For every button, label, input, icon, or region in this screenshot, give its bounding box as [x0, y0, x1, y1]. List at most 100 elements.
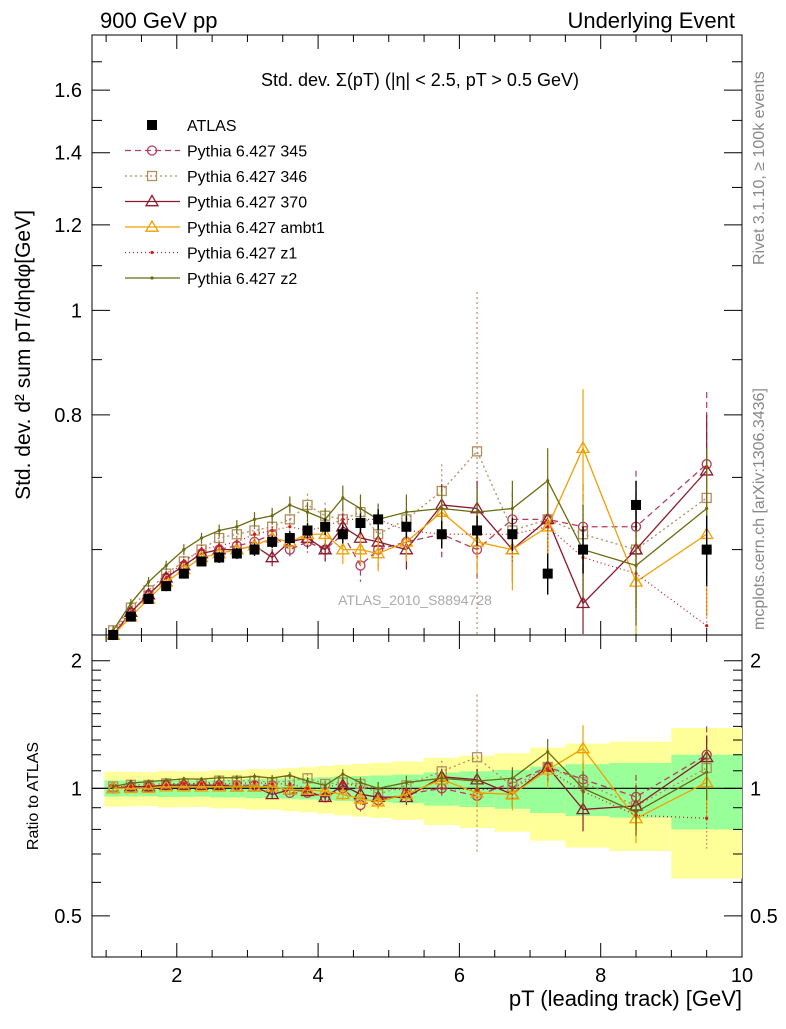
series-4-ratio-point	[252, 780, 257, 784]
legend-label: Pythia 6.427 370	[187, 195, 307, 212]
data-point	[267, 536, 278, 547]
data-point	[161, 581, 172, 592]
data-point	[472, 525, 483, 536]
data-point	[178, 568, 189, 579]
series-5-ratio-point	[129, 781, 133, 785]
series-5-point	[705, 506, 709, 511]
series-4-ratio-point	[440, 786, 444, 790]
x-tick-label: 6	[454, 965, 465, 987]
legend-marker	[144, 219, 160, 232]
series-5-point	[199, 536, 204, 540]
series-4-ratio-point	[146, 785, 151, 789]
data-point	[196, 556, 207, 567]
header-left: 900 GeV pp	[100, 8, 217, 33]
data-point	[249, 544, 260, 555]
series-5-ratio-point	[323, 783, 327, 788]
series-2-point	[265, 550, 280, 563]
series-5-ratio-line	[113, 750, 707, 813]
series-5-ratio-point	[634, 810, 638, 814]
series-1-ratio-point	[471, 752, 483, 763]
series-5-point	[288, 503, 292, 507]
series-5-ratio-point	[376, 786, 380, 790]
series-3-point	[469, 534, 485, 547]
data-point	[337, 529, 348, 540]
series-4-ratio-point	[235, 782, 239, 786]
data-point	[355, 518, 366, 529]
legend-marker	[146, 145, 158, 156]
series-5-ratio-point	[341, 772, 345, 776]
data-point	[436, 529, 447, 540]
y-tick-label: 1	[71, 300, 82, 322]
series-5-point	[510, 506, 514, 511]
series-4-point	[164, 576, 168, 580]
data-point	[373, 514, 384, 525]
data-point	[302, 525, 313, 536]
legend-label: Pythia 6.427 346	[187, 169, 307, 186]
series-5-ratio-point	[510, 776, 514, 780]
ratio-tick-label-left: 2	[71, 651, 82, 673]
series-3-ratio-point	[265, 779, 280, 792]
x-tick-label: 4	[313, 965, 324, 987]
series-ratio	[106, 694, 714, 853]
legend-label: Pythia 6.427 ambt1	[187, 220, 325, 237]
series-5-ratio-point	[235, 776, 239, 780]
axes: 2 4 6 8 10 0.8 1 1.2 1.4 1.6 0.5 0.5 1 1 2 2	[54, 35, 778, 987]
series-5-point	[217, 528, 221, 533]
series-2-ratio-point	[176, 777, 191, 790]
series-2-ratio-point	[575, 802, 591, 815]
series-4-ratio-point	[164, 783, 168, 787]
series-2-ratio-point	[123, 779, 138, 792]
series-2-ratio-point	[194, 777, 209, 791]
side-text-top: Rivet 3.1.10, ≥ 100k events	[751, 71, 768, 265]
series-3-point	[318, 526, 333, 540]
series-5-ratio-point	[111, 784, 115, 789]
ratio-tick-label-right: 1	[750, 778, 761, 800]
series-5-ratio-point	[581, 786, 585, 790]
data-point	[631, 499, 642, 510]
series-5-ratio-point	[705, 770, 709, 774]
series-3-ratio-point	[212, 779, 227, 792]
series-4-ratio-point	[705, 816, 709, 820]
series-4-point	[217, 544, 221, 548]
legend-marker	[150, 250, 154, 255]
series-3-ratio-point	[229, 779, 244, 792]
legend-label: Pythia 6.427 z2	[187, 271, 297, 288]
series-5-point	[305, 510, 310, 514]
series-5-point	[546, 479, 550, 483]
chart-title: Std. dev. Σ(pT) (|η| < 2.5, pT > 0.5 GeV…	[261, 70, 579, 90]
series-3-ratio-point	[335, 787, 350, 800]
series-3-ratio-point	[123, 781, 138, 794]
series-5-point	[341, 496, 345, 500]
ratio-tick-label-left: 1	[71, 778, 82, 800]
legend-marker	[146, 170, 158, 182]
series-5-point	[440, 506, 444, 511]
header-right: Underlying Event	[567, 8, 735, 33]
series-5-ratio-point	[440, 776, 444, 780]
series-4-ratio-line	[113, 769, 707, 819]
series-4-point	[252, 532, 257, 536]
series-3-ratio-point	[194, 779, 209, 792]
series-4-ratio-point	[341, 780, 345, 785]
data-point	[231, 548, 242, 559]
series-4-point	[288, 525, 292, 529]
data-point	[701, 544, 712, 555]
series-2-ratio-point	[212, 777, 227, 791]
series-3-ratio-point	[141, 781, 156, 794]
series-5-point	[270, 514, 274, 518]
series-1-point	[284, 514, 295, 525]
series-4-ratio-point	[217, 782, 221, 786]
series-5-ratio-point	[404, 780, 409, 785]
ratio-y-axis-label: Ratio to ATLAS	[25, 742, 42, 850]
y-tick-label: 1.4	[54, 143, 82, 165]
series-2-ratio-point	[141, 779, 156, 792]
series-4-point	[546, 525, 550, 529]
series-3-point	[505, 542, 520, 555]
data-point	[578, 544, 589, 555]
series-3-point	[540, 519, 555, 532]
x-axis-label: pT (leading track) [GeV]	[509, 986, 742, 1011]
series-5-ratio-point	[217, 776, 221, 780]
series-5-point	[252, 517, 257, 521]
watermark: ATLAS_2010_S8894728	[338, 592, 492, 608]
